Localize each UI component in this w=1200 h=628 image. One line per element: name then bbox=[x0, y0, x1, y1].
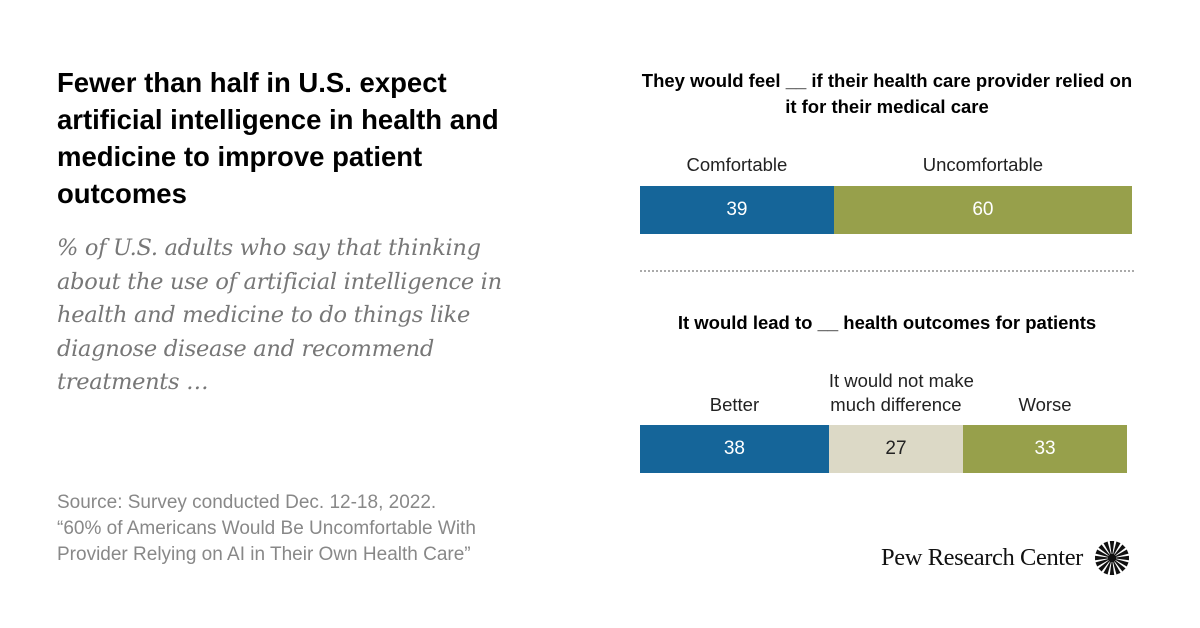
category-label-uncomfortable: Uncomfortable bbox=[922, 154, 1044, 175]
panel-1-title: They would feel __ if their health care … bbox=[641, 70, 1133, 117]
sunburst-ray bbox=[1095, 549, 1112, 558]
chart-title: Fewer than half in U.S. expect artificia… bbox=[57, 67, 499, 209]
sunburst-ray bbox=[1098, 558, 1112, 572]
sunburst-ray bbox=[1103, 558, 1112, 575]
panel-2-title: It would lead to __ health outcomes for … bbox=[677, 312, 1097, 333]
sunburst-ray bbox=[1111, 549, 1129, 558]
category-label-it-would-not-make-much-difference: It would not make much difference bbox=[828, 370, 974, 415]
panel-divider bbox=[640, 270, 1134, 272]
sunburst-ray bbox=[1111, 558, 1126, 572]
pew-logo: Pew Research Center bbox=[881, 540, 1131, 576]
sunburst-ray bbox=[1094, 555, 1112, 561]
category-label-comfortable: Comfortable bbox=[686, 154, 788, 175]
pew-sunburst-icon bbox=[1094, 541, 1129, 575]
sunburst-ray bbox=[1111, 558, 1129, 567]
chart-subtitle: % of U.S. adults who say that thinking a… bbox=[57, 235, 502, 395]
logo-text: Pew Research Center bbox=[881, 544, 1083, 571]
bar-segment-it-would-not-make-much-difference: 27 bbox=[828, 425, 964, 473]
source-line-2: “60% of Americans Would Be Uncomfortable… bbox=[57, 518, 476, 539]
sunburst-ray bbox=[1098, 544, 1112, 558]
category-label-better: Better bbox=[709, 394, 760, 415]
bar-segment-worse: 33 bbox=[963, 425, 1128, 473]
sunburst-ray bbox=[1109, 541, 1115, 558]
category-label-worse: Worse bbox=[1018, 394, 1072, 415]
data-label-it-would-not-make-much-difference: 27 bbox=[885, 438, 907, 459]
bar-segment-uncomfortable: 60 bbox=[833, 186, 1133, 234]
data-label-comfortable: 39 bbox=[726, 199, 748, 220]
source-note: Source: Survey conducted Dec. 12-18, 202… bbox=[57, 490, 557, 568]
bar-segment-better: 38 bbox=[640, 425, 829, 473]
sunburst-ray bbox=[1095, 558, 1112, 567]
sunburst-ray bbox=[1111, 541, 1121, 558]
data-label-better: 38 bbox=[723, 438, 745, 459]
sunburst-ray bbox=[1103, 541, 1112, 558]
source-line-1: Source: Survey conducted Dec. 12-18, 202… bbox=[57, 492, 437, 513]
data-label-uncomfortable: 60 bbox=[972, 199, 994, 220]
sunburst-ray bbox=[1111, 555, 1129, 561]
data-label-worse: 33 bbox=[1034, 438, 1056, 459]
sunburst-center bbox=[1107, 553, 1117, 563]
source-line-3: Provider Relying on AI in Their Own Heal… bbox=[57, 544, 471, 565]
sunburst-ray bbox=[1111, 544, 1126, 558]
bar-segment-comfortable: 39 bbox=[640, 186, 834, 234]
sunburst-ray bbox=[1109, 558, 1115, 575]
sunburst-ray bbox=[1111, 558, 1121, 575]
